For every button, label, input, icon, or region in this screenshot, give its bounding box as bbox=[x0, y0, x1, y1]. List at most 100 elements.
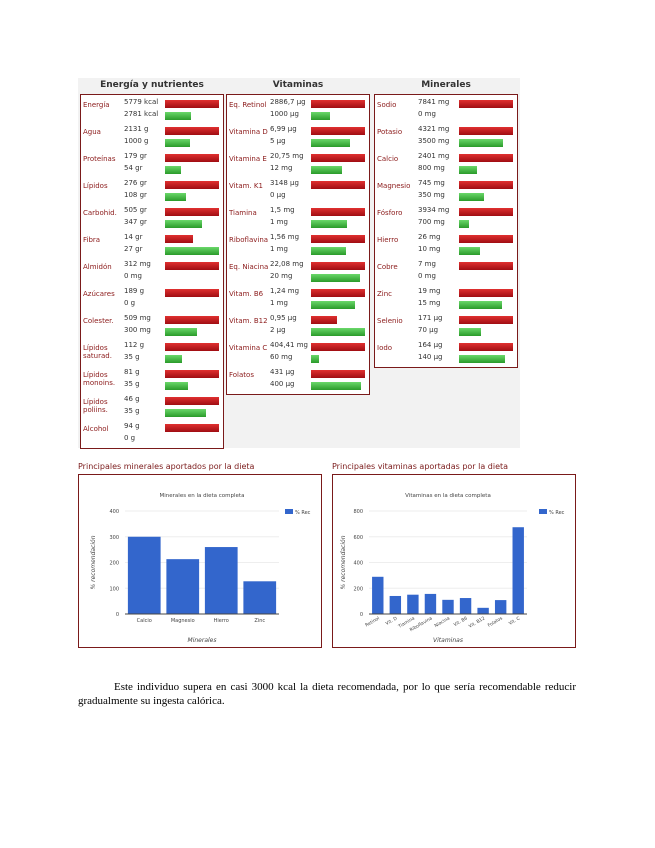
x-tick-label: Retinol bbox=[364, 616, 380, 629]
intake-value: 431 µg bbox=[270, 368, 295, 376]
intake-bar bbox=[459, 208, 513, 216]
intake-bar bbox=[165, 181, 219, 189]
recommended-bar bbox=[459, 166, 477, 174]
x-tick-label: Folatos bbox=[487, 615, 504, 629]
nutrient-name: Lípidos bbox=[83, 182, 108, 190]
y-tick-label: 0 bbox=[116, 612, 119, 618]
recommended-bar bbox=[311, 328, 365, 336]
nutrient-name: Almidón bbox=[83, 263, 112, 271]
section-table: Eq. Retinol 2886,7 µg 1000 µg Vitamina D 6,9… bbox=[226, 94, 370, 395]
paragraph: Este individuo supera en casi 3000 kcal … bbox=[78, 681, 576, 707]
nutrient-row: Iodo 164 µg 140 µg bbox=[375, 339, 517, 366]
nutrient-name: Zinc bbox=[377, 290, 393, 298]
recommended-value: 300 mg bbox=[124, 326, 151, 334]
intake-value: 2131 g bbox=[124, 125, 149, 133]
y-tick-label: 800 bbox=[353, 509, 363, 515]
recommended-bar bbox=[459, 193, 485, 201]
nutrient-name: Azúcares bbox=[83, 290, 115, 298]
nutrient-name: Fósforo bbox=[377, 209, 403, 217]
nutrient-name: Lípidos saturad. bbox=[83, 344, 112, 360]
y-tick-label: 100 bbox=[109, 586, 119, 592]
nutrient-panel: Energía y nutrientes Energía 5779 kcal 2781… bbox=[78, 78, 520, 449]
intake-value: 1,5 mg bbox=[270, 206, 295, 214]
nutrient-section: Minerales Sodio 7841 mg 0 mg Potasio 4321 mg 3… bbox=[374, 78, 518, 448]
intake-bar bbox=[459, 262, 513, 270]
nutrient-row: Potasio 4321 mg 3500 mg bbox=[375, 123, 517, 150]
intake-bar bbox=[459, 181, 513, 189]
recommended-bar bbox=[311, 382, 362, 390]
nutrient-name: Vitam. K1 bbox=[229, 182, 263, 190]
recommended-value: 15 mg bbox=[418, 299, 441, 307]
intake-value: 1,24 mg bbox=[270, 287, 300, 295]
nutrient-name: Hierro bbox=[377, 236, 399, 244]
recommended-value: 60 mg bbox=[270, 353, 293, 361]
recommended-bar bbox=[165, 355, 182, 363]
intake-bar bbox=[311, 235, 365, 243]
nutrient-row: Azúcares 189 g 0 g bbox=[81, 285, 223, 312]
intake-bar bbox=[165, 289, 219, 297]
chart-subtitle: Vitaminas en la dieta completa bbox=[405, 493, 491, 499]
legend-swatch bbox=[285, 509, 293, 514]
section-title: Minerales bbox=[421, 80, 471, 90]
bar bbox=[407, 594, 419, 614]
intake-value: 312 mg bbox=[124, 260, 151, 268]
recommended-value: 3500 mg bbox=[418, 137, 450, 145]
x-tick-label: Vit. D bbox=[385, 615, 399, 627]
intake-value: 46 g bbox=[124, 395, 140, 403]
recommended-bar bbox=[165, 112, 191, 120]
intake-value: 22,08 mg bbox=[270, 260, 304, 268]
nutrient-name: Lípidos poliins. bbox=[83, 398, 108, 414]
x-tick-label: Calcio bbox=[137, 618, 152, 624]
nutrient-name: Calcio bbox=[377, 155, 399, 163]
intake-value: 505 gr bbox=[124, 206, 147, 214]
y-tick-label: 600 bbox=[353, 535, 363, 541]
nutrient-name: Vitamina D bbox=[229, 128, 268, 136]
recommended-value: 27 gr bbox=[124, 245, 143, 253]
recommended-value: 1 mg bbox=[270, 299, 288, 307]
recommended-bar bbox=[165, 220, 203, 228]
nutrient-row: Proteínas 179 gr 54 gr bbox=[81, 150, 223, 177]
x-axis-label: Vitaminas bbox=[433, 637, 463, 644]
recommended-value: 0 mg bbox=[418, 272, 436, 280]
recommended-bar bbox=[311, 166, 343, 174]
recommended-bar bbox=[165, 139, 191, 147]
nutrient-row: Carbohid. 505 gr 347 gr bbox=[81, 204, 223, 231]
nutrient-row: Vitamina C 404,41 mg 60 mg bbox=[227, 339, 369, 366]
x-tick-label: Zinc bbox=[254, 618, 265, 624]
nutrient-name: Agua bbox=[83, 128, 101, 136]
x-tick-label: Magnesio bbox=[171, 618, 195, 624]
intake-value: 2886,7 µg bbox=[270, 98, 306, 106]
nutrient-name: Vitam. B12 bbox=[229, 317, 268, 325]
intake-value: 20,75 mg bbox=[270, 152, 304, 160]
chart-title: Principales minerales aportados por la d… bbox=[78, 462, 255, 471]
intake-bar bbox=[459, 127, 513, 135]
section-table: Sodio 7841 mg 0 mg Potasio 4321 mg 3500 mg Cal… bbox=[374, 94, 518, 368]
nutrient-row: Vitam. B12 0,95 µg 2 µg bbox=[227, 312, 369, 339]
intake-value: 3148 µg bbox=[270, 179, 299, 187]
bar bbox=[459, 598, 472, 614]
intake-value: 14 gr bbox=[124, 233, 143, 241]
intake-bar bbox=[165, 424, 219, 432]
bar bbox=[389, 595, 402, 614]
recommended-value: 70 µg bbox=[418, 326, 439, 334]
recommended-value: 1 mg bbox=[270, 245, 288, 253]
recommended-bar bbox=[311, 247, 346, 255]
intake-bar bbox=[311, 100, 365, 108]
intake-value: 81 g bbox=[124, 368, 140, 376]
intake-bar bbox=[459, 289, 513, 297]
nutrient-name: Alcohol bbox=[83, 425, 109, 433]
nutrient-name: Tiamina bbox=[229, 209, 257, 217]
intake-bar bbox=[459, 343, 513, 351]
recommended-value: 0 g bbox=[124, 299, 136, 307]
recommended-bar bbox=[311, 355, 319, 363]
recommended-bar bbox=[459, 328, 482, 336]
intake-bar bbox=[311, 289, 365, 297]
intake-bar bbox=[311, 370, 365, 378]
nutrient-name: Magnesio bbox=[377, 182, 411, 190]
intake-bar bbox=[165, 127, 219, 135]
intake-value: 7 mg bbox=[418, 260, 436, 268]
nutrient-name: Folatos bbox=[229, 371, 254, 379]
recommended-bar bbox=[311, 139, 350, 147]
bar bbox=[204, 547, 238, 614]
recommended-value: 0 µg bbox=[270, 191, 286, 199]
